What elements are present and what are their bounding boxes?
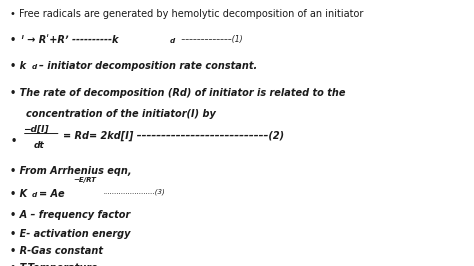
Text: –––––––––––––(1): –––––––––––––(1): [179, 35, 243, 44]
Text: d: d: [170, 38, 175, 44]
Text: concentration of the initiator(I) by: concentration of the initiator(I) by: [26, 109, 216, 119]
Text: .......................(3): .......................(3): [103, 189, 165, 195]
Text: • k: • k: [10, 61, 27, 71]
Text: • K: • K: [10, 189, 27, 199]
Text: • T-Temperature.: • T-Temperature.: [10, 263, 102, 266]
Text: −E/RT: −E/RT: [73, 177, 96, 183]
Text: •  ᴵ → Rʹ+Rʼ ----------k: • ᴵ → Rʹ+Rʼ ----------k: [10, 35, 119, 45]
Text: – initiator decomposition rate constant.: – initiator decomposition rate constant.: [39, 61, 257, 71]
Text: • The rate of decomposition (Rd) of initiator is related to the: • The rate of decomposition (Rd) of init…: [10, 88, 346, 98]
Text: • E- activation energy: • E- activation energy: [10, 229, 131, 239]
Text: d: d: [32, 64, 37, 70]
Text: •: •: [10, 136, 17, 146]
Text: d: d: [32, 192, 37, 198]
Text: = Ae: = Ae: [39, 189, 65, 199]
Text: • A – frequency factor: • A – frequency factor: [10, 210, 131, 220]
Text: dt: dt: [33, 141, 44, 150]
Text: • Free radicals are generated by hemolytic decomposition of an initiator: • Free radicals are generated by hemolyt…: [10, 9, 364, 19]
Text: = Rd= 2kd[I] –––––––––––––––––––––––––––(2): = Rd= 2kd[I] –––––––––––––––––––––––––––…: [63, 131, 284, 141]
Text: • From Arrhenius eqn,: • From Arrhenius eqn,: [10, 166, 132, 176]
Text: • R-Gas constant: • R-Gas constant: [10, 246, 103, 256]
Text: −d[I]: −d[I]: [23, 125, 48, 134]
